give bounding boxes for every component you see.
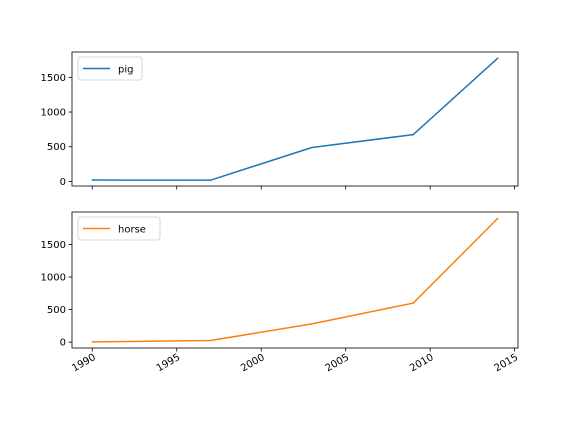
legend-label-horse: horse [118, 225, 146, 236]
legend-label-pig: pig [118, 65, 133, 76]
data-point-horse [209, 339, 212, 342]
data-point-pig [311, 146, 313, 149]
series-line-pig [92, 57, 499, 181]
chart-panel-pig: 0 500 1000 1500 pig [41, 51, 519, 190]
x-tick-label: 2000 [239, 352, 267, 374]
data-point-horse [91, 341, 94, 343]
y-tick-label: 500 [47, 142, 66, 153]
y-tick-label: 1000 [41, 108, 66, 119]
legend-box [77, 216, 161, 241]
data-point-pig [91, 179, 94, 181]
x-tick-label: 2015 [493, 352, 521, 374]
data-point-pig [209, 179, 212, 181]
y-tick-label: 0 [60, 338, 66, 349]
y-tick-label: 1500 [41, 73, 66, 84]
axes-frame [71, 51, 519, 187]
x-tick-label: 2010 [408, 352, 436, 374]
data-point-pig [412, 133, 415, 136]
y-tick-label: 0 [60, 177, 66, 188]
y-tick-label: 1500 [41, 240, 66, 251]
x-tick-label: 1995 [155, 352, 183, 374]
x-tick-label: 2005 [324, 352, 352, 374]
chart-panel-horse: 0 500 1000 1500 1990 1995 2000 2005 2010 2015 hors… [41, 211, 521, 374]
y-tick-label: 1000 [41, 273, 66, 284]
x-tick-label: 1990 [70, 352, 98, 374]
data-point-horse [311, 323, 313, 325]
axes-frame [71, 211, 519, 349]
y-tick-label: 500 [47, 305, 66, 316]
data-point-horse [496, 217, 499, 220]
data-point-horse [412, 302, 415, 304]
data-point-pig [496, 57, 499, 59]
